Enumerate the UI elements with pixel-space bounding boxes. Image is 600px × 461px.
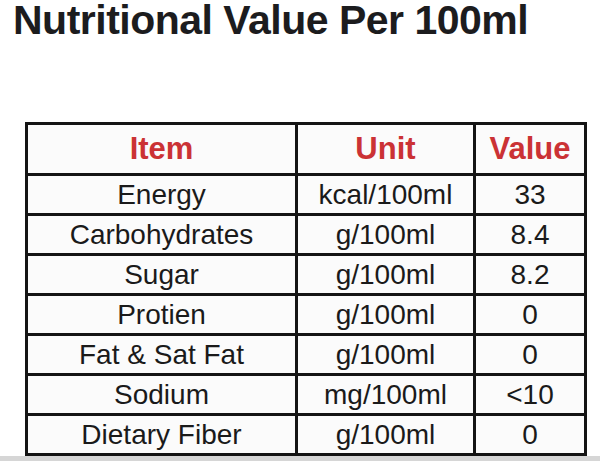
column-header-unit: Unit (297, 124, 475, 175)
item-cell: Carbohydrates (27, 215, 297, 255)
value-cell: 0 (475, 415, 586, 455)
item-cell: Protien (27, 295, 297, 335)
unit-cell: g/100ml (297, 295, 475, 335)
column-header-value: Value (475, 124, 586, 175)
value-cell: 33 (475, 175, 586, 215)
value-cell: 0 (475, 295, 586, 335)
unit-cell: kcal/100ml (297, 175, 475, 215)
bottom-edge-strip (0, 456, 600, 461)
unit-cell: g/100ml (297, 255, 475, 295)
table-row: Energykcal/100ml33 (27, 175, 586, 215)
item-cell: Sodium (27, 375, 297, 415)
value-cell: <10 (475, 375, 586, 415)
value-cell: 8.2 (475, 255, 586, 295)
item-cell: Fat & Sat Fat (27, 335, 297, 375)
item-cell: Energy (27, 175, 297, 215)
table-row: Sodiummg/100ml<10 (27, 375, 586, 415)
column-header-item: Item (27, 124, 297, 175)
unit-cell: mg/100ml (297, 375, 475, 415)
page-title: Nutritional Value Per 100ml (13, 0, 528, 44)
item-cell: Dietary Fiber (27, 415, 297, 455)
table-row: Sugarg/100ml8.2 (27, 255, 586, 295)
nutrition-table: ItemUnitValue Energykcal/100ml33Carbohyd… (25, 122, 587, 456)
item-cell: Sugar (27, 255, 297, 295)
unit-cell: g/100ml (297, 415, 475, 455)
table-row: Fat & Sat Fatg/100ml0 (27, 335, 586, 375)
table-body: Energykcal/100ml33Carbohydratesg/100ml8.… (27, 175, 586, 455)
value-cell: 0 (475, 335, 586, 375)
table-row: Protieng/100ml0 (27, 295, 586, 335)
table-row: Dietary Fiberg/100ml0 (27, 415, 586, 455)
unit-cell: g/100ml (297, 335, 475, 375)
table-row: Carbohydratesg/100ml8.4 (27, 215, 586, 255)
unit-cell: g/100ml (297, 215, 475, 255)
table-header-row: ItemUnitValue (27, 124, 586, 175)
value-cell: 8.4 (475, 215, 586, 255)
